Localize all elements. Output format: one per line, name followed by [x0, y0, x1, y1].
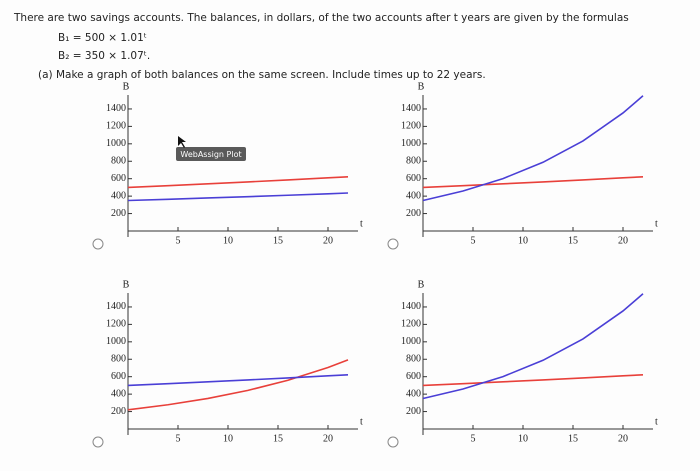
- x-tick-label: 5: [176, 235, 181, 246]
- question-part: (a) Make a graph of both balances on the…: [38, 69, 486, 81]
- x-tick-label: 15: [568, 235, 578, 246]
- question-intro: There are two savings accounts. The bala…: [13, 12, 629, 24]
- x-tick-label: 5: [471, 235, 476, 246]
- y-tick-label: 1000: [106, 336, 126, 347]
- y-axis-label: B: [123, 279, 130, 290]
- x-tick-label: 15: [568, 433, 578, 444]
- y-axis-label: B: [418, 279, 425, 290]
- radio-button[interactable]: [92, 436, 104, 448]
- x-tick-label: 5: [176, 433, 181, 444]
- y-tick-label: 400: [111, 388, 126, 399]
- radio-button[interactable]: [387, 436, 399, 448]
- y-tick-label: 1000: [401, 138, 421, 149]
- balance-line: [422, 293, 644, 400]
- y-tick-label: 1000: [401, 336, 421, 347]
- y-tick-label: 400: [406, 388, 421, 399]
- x-tick-label: 10: [518, 433, 528, 444]
- y-tick-label: 800: [111, 156, 126, 167]
- balance-line: [422, 175, 644, 189]
- x-tick-label: 15: [273, 235, 283, 246]
- y-tick-label: 1200: [401, 319, 421, 330]
- y-tick-label: 1200: [106, 319, 126, 330]
- y-tick-label: 400: [111, 190, 126, 201]
- y-tick-label: 1400: [401, 301, 421, 312]
- cursor: [178, 136, 186, 148]
- x-axis-label: t: [655, 416, 658, 427]
- x-tick-label: 20: [323, 433, 333, 444]
- y-axis-label: B: [418, 81, 425, 92]
- x-tick-label: 10: [223, 235, 233, 246]
- tooltip-text: WebAssign Plot: [180, 150, 241, 159]
- x-axis-label: t: [360, 416, 363, 427]
- y-tick-label: 1400: [106, 103, 126, 114]
- x-axis-label: t: [360, 218, 363, 229]
- x-tick-label: 20: [323, 235, 333, 246]
- x-tick-label: 5: [471, 433, 476, 444]
- y-axis-label: B: [123, 81, 130, 92]
- y-tick-label: 800: [406, 354, 421, 365]
- balance-line: [127, 359, 349, 411]
- x-tick-label: 20: [618, 235, 628, 246]
- y-tick-label: 600: [406, 173, 421, 184]
- x-tick-label: 15: [273, 433, 283, 444]
- balance-line: [422, 95, 644, 202]
- balance-line: [422, 373, 644, 387]
- y-tick-label: 1200: [401, 121, 421, 132]
- y-tick-label: 1000: [106, 138, 126, 149]
- x-axis-label: t: [655, 218, 658, 229]
- y-tick-label: 1400: [401, 103, 421, 114]
- balance-line: [127, 175, 349, 189]
- y-tick-label: 600: [111, 173, 126, 184]
- formula: B₂ = 350 × 1.07ᵗ.: [58, 50, 150, 62]
- formula: B₁ = 500 × 1.01ᵗ: [58, 32, 147, 44]
- x-tick-label: 10: [223, 433, 233, 444]
- tooltip-box: [176, 147, 246, 161]
- x-tick-label: 20: [618, 433, 628, 444]
- x-tick-label: 10: [518, 235, 528, 246]
- y-tick-label: 800: [406, 156, 421, 167]
- balance-line: [127, 192, 349, 202]
- radio-button[interactable]: [92, 238, 104, 250]
- y-tick-label: 400: [406, 190, 421, 201]
- y-tick-label: 600: [111, 371, 126, 382]
- y-tick-label: 800: [111, 354, 126, 365]
- balance-line: [127, 373, 349, 387]
- y-tick-label: 200: [406, 208, 421, 219]
- y-tick-label: 1200: [106, 121, 126, 132]
- y-tick-label: 200: [406, 406, 421, 417]
- y-tick-label: 600: [406, 371, 421, 382]
- y-tick-label: 200: [111, 406, 126, 417]
- y-tick-label: 1400: [106, 301, 126, 312]
- radio-button[interactable]: [387, 238, 399, 250]
- y-tick-label: 200: [111, 208, 126, 219]
